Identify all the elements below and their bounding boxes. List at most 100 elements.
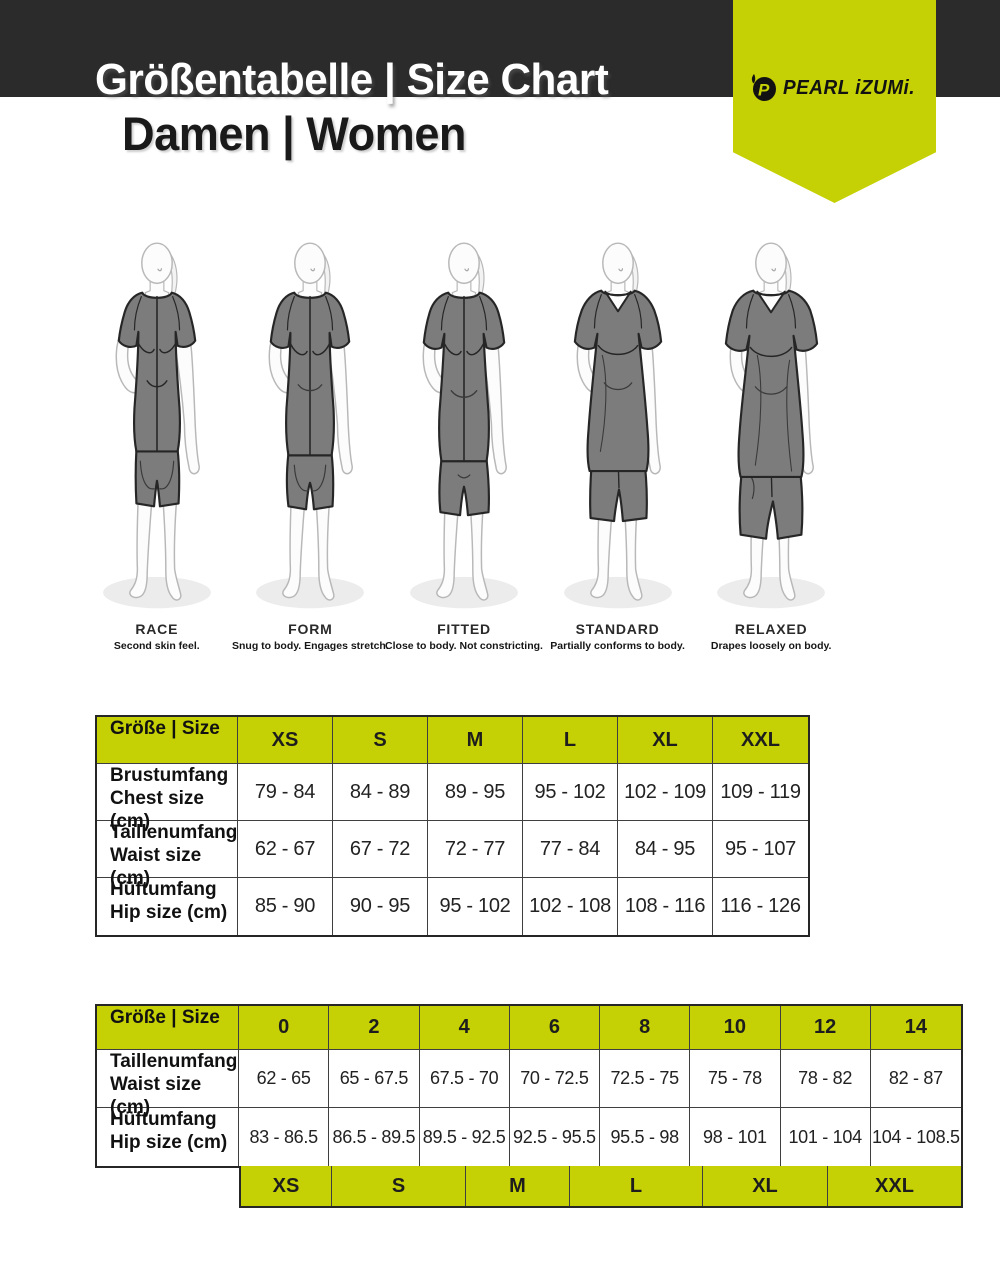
value-cell: 101 - 104 [781,1108,871,1166]
row-label-chest: Brustumfang Chest size (cm) [97,764,238,832]
value-cell: 116 - 126 [720,895,801,917]
table-header-text: Größe | Size [110,1007,220,1028]
fit-description-label: Drapes loosely on body. [710,640,832,652]
size-column-header: XL [618,717,713,764]
row-label-de: Brustumfang [110,765,229,786]
fit-column-race: RACE Second skin feel. [80,228,234,652]
value-cell: 95 - 107 [713,821,808,878]
value-cell: 75 - 78 [690,1050,781,1108]
value-cell: 65 - 67.5 [329,1050,420,1108]
row-label-de: Hüftumfang [110,1109,217,1130]
brand-logo: P PEARL iZUMi. [747,72,922,104]
value-cell: 85 - 90 [238,878,333,935]
size-column-header: M [428,717,523,764]
letter-size-cell: S [332,1166,466,1206]
size-column-header: 6 [509,1006,600,1050]
letter-equivalence-row: XS S M L XL XXL [239,1166,963,1208]
fit-description-label: Second skin feel. [113,640,200,652]
value-cell: 84 - 89 [333,764,428,821]
page-subtitle: Damen | Women [122,107,467,160]
value-cell: 70 - 72.5 [509,1050,600,1108]
svg-text:P: P [758,81,770,100]
fit-figures-row: RACE Second skin feel. FORM Snug to body… [80,228,848,652]
value-cell: 84 - 95 [618,821,713,878]
size-column-header: 0 [239,1006,330,1050]
fitted-figure-illustration [409,242,519,609]
row-label-de: Taillenumfang [110,1051,238,1072]
table-header-label: Größe | Size [97,717,238,764]
fit-description-label: Partially conforms to body. [550,640,685,652]
value-cell: 89.5 - 92.5 [420,1108,510,1166]
value-cell: 67 - 72 [333,821,428,878]
size-column-header: 14 [870,1006,961,1050]
row-label-en: Waist size (cm) [110,1074,202,1118]
row-label-hip: Hüftumfang Hip size (cm) [97,1108,239,1166]
letter-size-cell: XXL [875,1174,914,1197]
row-label-en: Waist size (cm) [110,845,202,889]
fit-name-label: STANDARD [575,621,660,637]
value-cell: 72.5 - 75 [600,1050,691,1108]
value-cell: 108 - 116 [618,878,713,935]
size-column-header: XXL [713,717,808,764]
fit-description-label: Snug to body. Engages stretch. [232,640,389,652]
value-cell: 95.5 - 98 [600,1108,691,1166]
row-label-waist: Taillenumfang Waist size (cm) [97,821,238,889]
brand-ribbon: P PEARL iZUMi. [733,0,936,203]
table-header-text: Größe | Size [110,718,220,739]
row-label-waist: Taillenumfang Waist size (cm) [97,1050,239,1118]
race-figure-illustration [102,242,212,609]
row-label-en: Hip size (cm) [110,902,228,923]
size-column-header: XS [238,717,333,764]
value-cell: 62 - 67 [238,821,333,878]
size-column-header: S [333,717,428,764]
fit-name-label: RELAXED [734,621,808,637]
value-cell: 109 - 119 [713,764,808,821]
numeric-size-table: Größe | Size 0 2 4 6 8 10 12 14 Taillenu… [95,1004,963,1168]
fit-column-fitted: FITTED Close to body. Not constricting. [385,228,543,652]
value-cell: 62 - 65 [239,1050,330,1108]
size-column-header: L [523,717,618,764]
fit-description-label: Close to body. Not constricting. [385,640,543,652]
fit-name-label: FITTED [437,621,491,637]
size-column-header: 12 [780,1006,871,1050]
letter-size-cell: XL [703,1166,828,1206]
row-label-de: Taillenumfang [110,822,238,843]
value-cell: 102 - 108 [523,878,618,935]
value-cell: 83 - 86.5 [239,1108,330,1166]
value-cell: 95 - 102 [428,878,523,935]
size-column-header: 4 [419,1006,510,1050]
standard-figure-illustration [562,242,673,609]
value-cell: 86.5 - 89.5 [329,1108,420,1166]
size-column-header: 2 [329,1006,420,1050]
letter-size-cell: M [466,1166,570,1206]
fit-column-form: FORM Snug to body. Engages stretch. [232,228,389,652]
value-cell: 102 - 109 [618,764,713,821]
value-cell: 67.5 - 70 [419,1050,510,1108]
letter-size-table: Größe | Size XS S M L XL XXL Brustumfang… [95,715,810,937]
value-cell: 89 - 95 [428,764,523,821]
value-cell: 82 - 87 [870,1050,961,1108]
letter-size-cell: L [570,1166,703,1206]
row-label-hip: Hüftumfang Hip size (cm) [97,878,238,935]
fit-name-label: FORM [288,621,333,637]
value-cell: 79 - 84 [238,764,333,821]
row-label-en: Chest size (cm) [110,788,204,832]
form-figure-illustration [255,242,366,609]
value-cell: 90 - 95 [333,878,428,935]
fit-column-relaxed: RELAXED Drapes loosely on body. [694,228,848,652]
size-column-header: 8 [600,1006,691,1050]
value-cell: 95 - 102 [523,764,618,821]
relaxed-figure-illustration [716,242,826,609]
pearl-izumi-p-icon: P [751,74,777,101]
fit-name-label: RACE [135,621,179,637]
letter-size-cell: XS [241,1166,332,1206]
size-column-header: 10 [690,1006,781,1050]
value-cell: 72 - 77 [428,821,523,878]
fit-column-standard: STANDARD Partially conforms to body. [541,228,695,652]
value-cell: 78 - 82 [780,1050,871,1108]
value-cell: 104 - 108.5 [871,1126,960,1147]
page-title: Größentabelle | Size Chart [95,55,609,104]
value-cell: 92.5 - 95.5 [510,1108,600,1166]
brand-logo-text: PEARL iZUMi. [783,76,916,99]
